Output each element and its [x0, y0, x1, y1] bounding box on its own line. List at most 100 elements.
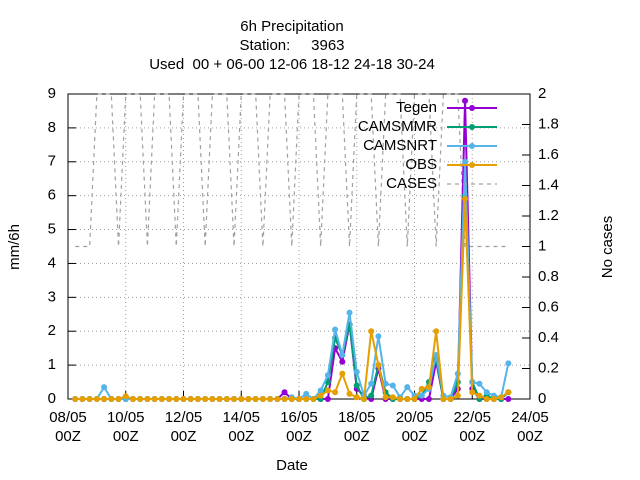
- data-point: [382, 394, 389, 401]
- data-point: [339, 370, 346, 377]
- data-point: [252, 396, 259, 402]
- data-point: [209, 396, 216, 402]
- data-point: [223, 396, 230, 402]
- y2-tick-label: 1: [538, 237, 546, 254]
- series-line: [75, 100, 509, 401]
- x-tick-label: 08/05 00Z: [49, 409, 87, 445]
- x-tick-label-line: 00Z: [517, 428, 543, 445]
- data-point: [339, 358, 346, 365]
- data-point: [360, 396, 367, 402]
- y-tick-label: 2: [48, 322, 56, 339]
- y2-tick-label: 0.4: [538, 329, 559, 346]
- y-tick-label: 4: [48, 254, 56, 271]
- data-point: [418, 385, 425, 392]
- data-point: [108, 396, 115, 402]
- x-tick-label: 24/05 00Z: [511, 409, 549, 445]
- data-point: [122, 393, 129, 400]
- data-point: [231, 396, 238, 402]
- data-point: [397, 396, 404, 402]
- data-point: [505, 360, 512, 367]
- data-point: [353, 394, 360, 401]
- data-point: [238, 396, 245, 402]
- data-point: [418, 392, 425, 399]
- data-point: [115, 396, 122, 402]
- legend-label: CASES: [386, 175, 437, 192]
- data-point: [476, 380, 483, 387]
- y-tick-label: 3: [48, 288, 56, 305]
- chart-title: 6h Precipitation: [240, 18, 343, 35]
- data-point: [382, 380, 389, 387]
- data-point: [404, 384, 411, 391]
- data-point: [303, 390, 310, 397]
- y-tick-label: 1: [48, 356, 56, 373]
- data-point: [368, 392, 375, 399]
- data-point: [483, 389, 490, 396]
- y2-axis-label: No cases: [599, 216, 616, 279]
- data-point: [332, 326, 339, 333]
- data-point: [447, 396, 454, 402]
- x-tick-label-line: 00Z: [113, 428, 139, 445]
- y2-tick-label: 0.6: [538, 298, 559, 315]
- data-point: [288, 396, 295, 402]
- x-tick-label-line: 00Z: [55, 428, 81, 445]
- x-tick-label-line: 14/05: [222, 409, 260, 426]
- legend-marker: [469, 105, 475, 111]
- data-point: [411, 396, 418, 402]
- data-point: [296, 396, 302, 402]
- data-point: [368, 380, 375, 387]
- data-point: [72, 396, 79, 402]
- x-tick-label-line: 00Z: [171, 428, 197, 445]
- data-point: [151, 396, 158, 402]
- y-tick-label: 0: [48, 390, 56, 407]
- x-tick-label-line: 00Z: [459, 428, 485, 445]
- y-tick-label: 6: [48, 187, 56, 204]
- x-tick-label: 20/05 00Z: [396, 409, 434, 445]
- data-point: [101, 384, 108, 391]
- x-tick-label: 18/05 00Z: [338, 409, 376, 445]
- data-point: [324, 396, 331, 402]
- legend-label: CAMSNRT: [363, 137, 437, 154]
- data-point: [440, 396, 447, 402]
- x-tick-label-line: 20/05: [396, 409, 434, 426]
- y-tick-label: 5: [48, 221, 56, 238]
- legend-marker: [469, 143, 475, 149]
- x-tick-label-line: 18/05: [338, 409, 376, 426]
- x-tick-label-line: 00Z: [286, 428, 312, 445]
- x-tick-label-line: 16/05: [280, 409, 318, 426]
- data-point: [462, 196, 469, 203]
- y2-tick-label: 1.8: [538, 115, 559, 132]
- data-point: [245, 396, 252, 402]
- series-line: [75, 93, 509, 248]
- data-point: [505, 396, 512, 402]
- data-point: [353, 368, 360, 375]
- data-point: [194, 396, 201, 402]
- data-point: [324, 387, 331, 394]
- data-point: [454, 392, 461, 399]
- x-tick-label-line: 00Z: [228, 428, 254, 445]
- data-point: [469, 389, 476, 396]
- data-point: [346, 390, 353, 397]
- data-point: [202, 396, 209, 402]
- data-point: [317, 387, 324, 394]
- data-point: [332, 389, 339, 396]
- data-point: [216, 396, 223, 402]
- x-tick-label-line: 12/05: [165, 409, 203, 426]
- data-point: [389, 382, 396, 389]
- data-point: [259, 396, 266, 402]
- y-tick-label: 7: [48, 153, 56, 170]
- y-tick-label: 8: [48, 119, 56, 136]
- data-point: [274, 396, 281, 402]
- data-point: [339, 351, 346, 358]
- y2-tick-label: 0.8: [538, 268, 559, 285]
- y-axis-label: mm/6h: [6, 224, 23, 270]
- data-point: [353, 382, 360, 389]
- data-point: [317, 392, 324, 399]
- data-point: [498, 394, 505, 401]
- x-tick-label-line: 08/05: [49, 409, 87, 426]
- data-point: [375, 333, 382, 340]
- x-tick-label: 22/05 00Z: [453, 409, 491, 445]
- data-point: [158, 396, 165, 402]
- data-point: [281, 396, 288, 402]
- y2-tick-label: 0: [538, 390, 546, 407]
- x-tick-label-line: 00Z: [402, 428, 428, 445]
